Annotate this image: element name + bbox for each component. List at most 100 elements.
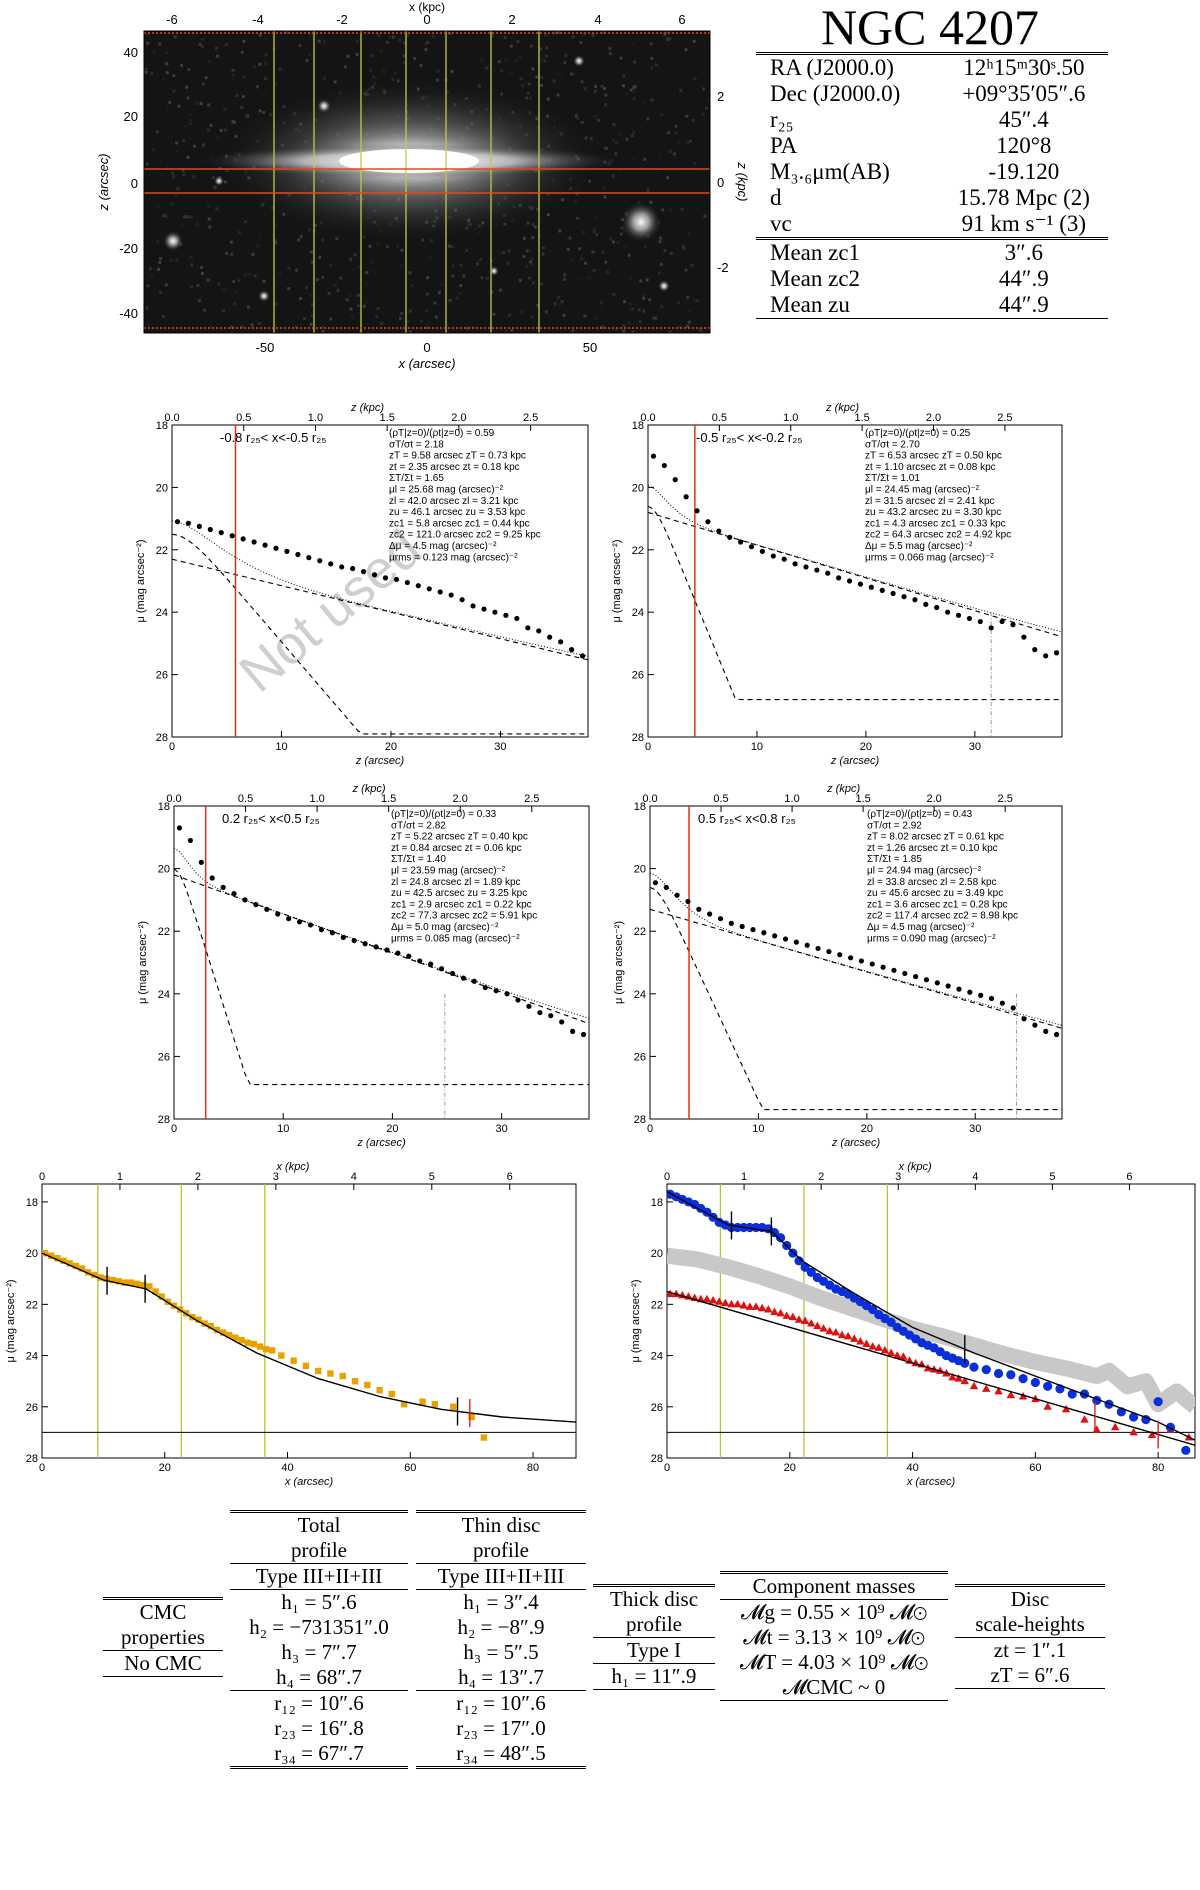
data-point	[240, 536, 246, 542]
data-point	[955, 612, 962, 618]
data-point	[739, 923, 745, 930]
y-tick-label: 18	[156, 420, 168, 432]
panel-title: -0.5 r₂₅< x<-0.2 r₂₅	[696, 430, 803, 445]
fit-stat: zc1 = 4.3 arcsec zc1 = 0.33 kpc	[865, 518, 1006, 529]
data-point	[999, 618, 1005, 625]
info-label: PA	[770, 133, 798, 158]
info-label: M₃.₆μm(AB)	[770, 159, 890, 184]
x-axis-label: z (arcsec)	[831, 1137, 881, 1149]
fit-stat: μrms = 0.123 mag (arcsec)⁻²	[389, 552, 518, 563]
x2-tick-label: 4	[972, 1171, 978, 1183]
table-cell: h₂ = −8″.9	[457, 1615, 545, 1639]
chart-panel-4: 0 10 20 30 18 20 22 24 26 28 0.0 0.5 1.0 1.5 2.0 2.5 z (…	[613, 783, 1063, 1149]
thick-disc-point	[837, 1330, 847, 1339]
fit-stat: zT = 5.22 arcsec zT = 0.40 kpc	[391, 832, 528, 843]
thin-disc-fit	[667, 1191, 1195, 1441]
y-tick-label: 20	[156, 482, 168, 494]
x2-tick-label: 0.5	[712, 412, 727, 424]
x-tick-label: 20	[386, 1123, 398, 1135]
x2-tick-label: 6	[507, 1171, 513, 1183]
data-point	[329, 930, 335, 936]
data-point	[295, 551, 301, 558]
table-cell: 𝓜CMC ~ 0	[720, 1675, 948, 1701]
y-tick-label: 24	[634, 989, 646, 1001]
data-point	[793, 939, 799, 945]
y-tick-label: 18	[634, 801, 646, 813]
x2-axis-label: z (kpc)	[826, 783, 860, 795]
fit-stat: zl = 33.8 arcsec zl = 2.58 kpc	[867, 877, 997, 888]
data-point	[406, 953, 412, 959]
x2-tick-label: 2.0	[926, 793, 941, 805]
header-section: x (kpc) -6 -4 -2 0 2 4 6 -50 0 50 x (arcsec) 40 20 0 -2…	[0, 0, 1200, 390]
fit-stat: Δμ = 5.5 mag (arcsec)⁻²	[865, 541, 973, 552]
data-point	[748, 544, 755, 550]
y-tick-label: 26	[26, 1402, 38, 1414]
data-point	[705, 519, 711, 525]
fit-stat: zc2 = 77.3 arcsec zc2 = 5.91 kpc	[391, 911, 537, 922]
data-point	[717, 916, 724, 922]
img-top-tick: 2	[508, 12, 515, 27]
x2-tick-label: 2.5	[524, 793, 539, 805]
chart-panel-3: 0 10 20 30 18 20 22 24 26 28 0.0 0.5 1.0 1.5 2.0 2.5 z (…	[137, 783, 590, 1149]
thick-disc-point	[982, 1384, 991, 1392]
img-right-tick: 0	[717, 175, 724, 190]
x-tick-label: 10	[277, 1123, 289, 1135]
total-profile-point	[339, 1372, 346, 1380]
info-label: RA (J2000.0)	[770, 55, 894, 80]
table-cell: h₃ = 7″.7	[281, 1640, 357, 1664]
mean-row: Mean zc1 3″.6	[756, 239, 1108, 267]
total-profile-point	[146, 1283, 153, 1290]
data-point	[902, 970, 908, 977]
y-tick-label: 24	[632, 607, 644, 619]
thin-disc-fit	[174, 868, 589, 1086]
x2-tick-label: 2.5	[998, 793, 1013, 805]
total-profile-band	[667, 1247, 1195, 1413]
x2-tick-label: 2.5	[523, 412, 538, 424]
total-profile-point	[219, 1329, 227, 1336]
x2-tick-label: 1.0	[784, 793, 799, 805]
total-profile-point	[84, 1269, 92, 1276]
fit-stat: zu = 42.5 arcsec zu = 3.25 kpc	[391, 888, 527, 899]
data-point	[296, 919, 303, 925]
info-value: 12ʰ15ᵐ30ˢ.50	[963, 55, 1085, 80]
data-point	[772, 933, 778, 939]
img-top-tick: -4	[252, 12, 264, 27]
fit-stat: zT = 9.58 arcsec zT = 0.73 kpc	[389, 451, 526, 462]
fit-stat: (ρT|z=0)/(ρt|z=0) = 0.43	[867, 809, 973, 820]
x2-axis-label: x (kpc)	[275, 1161, 309, 1173]
fit-stat: μrms = 0.085 mag (arcsec)⁻²	[391, 933, 520, 944]
x2-tick-label: 1.5	[854, 412, 869, 424]
data-point	[716, 528, 722, 534]
img-right-tick: -2	[717, 260, 729, 275]
data-point	[728, 920, 734, 926]
y-tick-label: 18	[158, 801, 170, 813]
y-tick-label: 22	[156, 545, 168, 557]
thick-disc-point	[788, 1312, 798, 1321]
fit-stat: σT/σt = 2.18	[389, 439, 444, 450]
data-point	[1010, 1005, 1016, 1011]
data-point	[579, 653, 586, 659]
x-tick-label: 60	[1029, 1462, 1041, 1474]
x2-axis-label: z (kpc)	[825, 402, 859, 414]
thin-disc-point	[806, 1267, 816, 1277]
x2-tick-label: 0.0	[164, 412, 179, 424]
fit-stat: μl = 24.45 mag (arcsec)⁻²	[865, 485, 980, 496]
thick-disc-point	[874, 1343, 884, 1351]
x2-axis-label: z (kpc)	[350, 402, 384, 414]
chart-panel-1: 0 10 20 30 18 20 22 24 26 28 0.0 0.5 1.0 1.5 2.0 2.5 z (…	[135, 402, 589, 767]
data-point	[273, 545, 279, 551]
fit-stat: σT/σt = 2.70	[865, 439, 920, 450]
total-profile-point	[226, 1331, 233, 1339]
data-point	[209, 875, 215, 881]
mean-value: 44″.9	[998, 266, 1049, 291]
thick-disc-point	[757, 1303, 767, 1312]
thick-disc-point	[850, 1334, 859, 1342]
x-tick-label: 30	[496, 1123, 508, 1135]
data-point	[393, 576, 400, 583]
total-profile-point	[54, 1255, 61, 1262]
fit-stat: Δμ = 4.5 mag (arcsec)⁻²	[867, 922, 975, 933]
img-top-tick: 4	[594, 12, 601, 27]
total-profile-point	[268, 1347, 276, 1354]
data-point	[384, 947, 390, 953]
data-point	[1021, 634, 1027, 640]
